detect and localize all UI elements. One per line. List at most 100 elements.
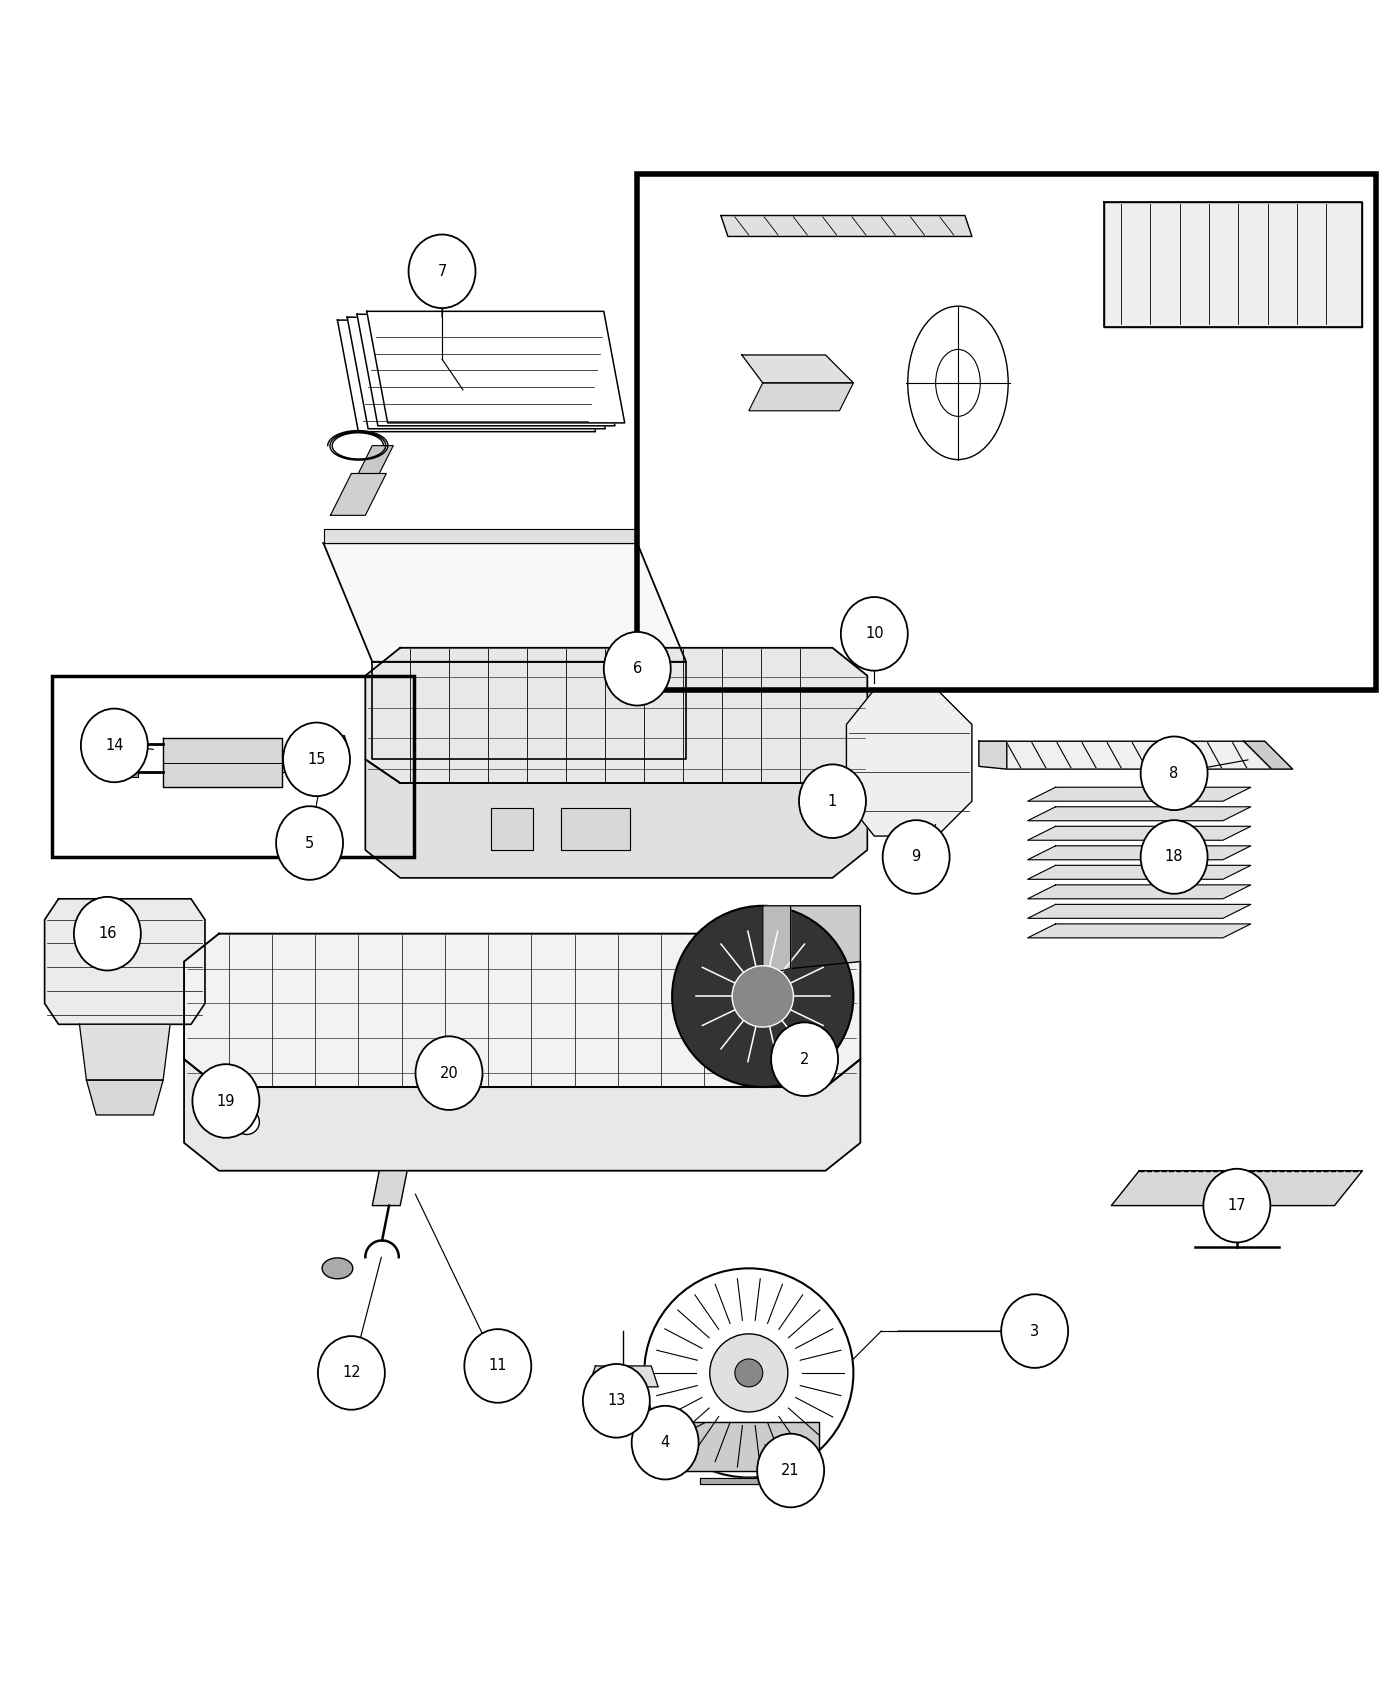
Polygon shape (979, 741, 1271, 768)
Ellipse shape (465, 1329, 531, 1402)
Polygon shape (367, 311, 624, 423)
Polygon shape (1028, 886, 1250, 899)
Ellipse shape (1141, 736, 1208, 811)
Polygon shape (372, 1171, 407, 1205)
Ellipse shape (631, 1406, 699, 1479)
Circle shape (710, 1334, 788, 1413)
Ellipse shape (757, 1433, 825, 1508)
Polygon shape (357, 314, 615, 425)
Polygon shape (1105, 202, 1362, 326)
Polygon shape (491, 808, 532, 850)
Polygon shape (358, 445, 393, 474)
Ellipse shape (841, 597, 907, 672)
Polygon shape (784, 906, 861, 969)
Polygon shape (372, 661, 686, 760)
Polygon shape (1028, 847, 1250, 860)
Ellipse shape (416, 1037, 483, 1110)
Text: 20: 20 (440, 1066, 458, 1081)
Ellipse shape (192, 1064, 259, 1137)
Bar (122, 738, 139, 777)
Polygon shape (1028, 923, 1250, 938)
Text: 5: 5 (305, 835, 314, 850)
Text: 11: 11 (489, 1358, 507, 1374)
Text: 21: 21 (781, 1464, 799, 1477)
Polygon shape (365, 648, 868, 784)
Polygon shape (1028, 826, 1250, 840)
Polygon shape (1112, 1171, 1362, 1205)
Ellipse shape (74, 898, 141, 971)
Circle shape (318, 745, 340, 767)
Circle shape (732, 966, 794, 1027)
Text: 4: 4 (661, 1435, 669, 1450)
Polygon shape (347, 318, 605, 428)
Text: 19: 19 (217, 1093, 235, 1108)
Polygon shape (1028, 808, 1250, 821)
Polygon shape (763, 906, 791, 976)
Polygon shape (183, 933, 861, 1086)
Ellipse shape (276, 806, 343, 881)
Polygon shape (45, 899, 204, 1025)
Circle shape (672, 906, 854, 1086)
Polygon shape (979, 741, 1007, 768)
Polygon shape (721, 216, 972, 236)
Polygon shape (1028, 865, 1250, 879)
Polygon shape (847, 690, 972, 836)
Polygon shape (560, 808, 630, 850)
Circle shape (305, 753, 328, 775)
Polygon shape (365, 760, 868, 877)
Text: 14: 14 (105, 738, 123, 753)
Polygon shape (323, 529, 637, 544)
Text: 15: 15 (307, 751, 326, 767)
Ellipse shape (318, 1336, 385, 1409)
Bar (52, 675, 414, 857)
Circle shape (458, 1064, 483, 1088)
Polygon shape (1028, 787, 1250, 801)
Text: 7: 7 (437, 264, 447, 279)
Ellipse shape (322, 1258, 353, 1278)
Polygon shape (337, 320, 595, 432)
Polygon shape (1243, 741, 1292, 768)
Text: 10: 10 (865, 626, 883, 641)
Bar (637, 173, 1376, 690)
Circle shape (644, 1268, 854, 1477)
Text: 12: 12 (342, 1365, 361, 1380)
Polygon shape (1028, 904, 1250, 918)
Polygon shape (183, 1059, 861, 1171)
Ellipse shape (81, 709, 148, 782)
Polygon shape (330, 474, 386, 515)
Text: 16: 16 (98, 927, 116, 942)
Ellipse shape (907, 306, 1008, 459)
Circle shape (735, 1358, 763, 1387)
Polygon shape (679, 1421, 819, 1470)
Circle shape (234, 1110, 259, 1134)
Ellipse shape (1001, 1294, 1068, 1368)
Text: 1: 1 (827, 794, 837, 809)
Polygon shape (316, 736, 349, 750)
Ellipse shape (882, 819, 949, 894)
Ellipse shape (1204, 1170, 1270, 1243)
Circle shape (294, 741, 339, 785)
Polygon shape (588, 1365, 658, 1387)
Polygon shape (749, 382, 854, 411)
Text: 2: 2 (799, 1052, 809, 1066)
Ellipse shape (283, 722, 350, 796)
Polygon shape (80, 1025, 171, 1080)
Polygon shape (742, 355, 854, 383)
Polygon shape (87, 1080, 164, 1115)
Ellipse shape (409, 235, 476, 308)
Text: 3: 3 (1030, 1324, 1039, 1338)
Ellipse shape (1141, 819, 1208, 894)
Ellipse shape (771, 1022, 839, 1096)
Polygon shape (323, 544, 686, 661)
Text: 6: 6 (633, 661, 641, 677)
Text: 18: 18 (1165, 850, 1183, 865)
Polygon shape (164, 738, 281, 787)
Text: 9: 9 (911, 850, 921, 865)
Text: 13: 13 (608, 1394, 626, 1408)
Text: 8: 8 (1169, 765, 1179, 780)
Polygon shape (700, 1477, 798, 1484)
Ellipse shape (582, 1363, 650, 1438)
Ellipse shape (603, 632, 671, 706)
Text: 17: 17 (1228, 1198, 1246, 1214)
Ellipse shape (799, 765, 867, 838)
